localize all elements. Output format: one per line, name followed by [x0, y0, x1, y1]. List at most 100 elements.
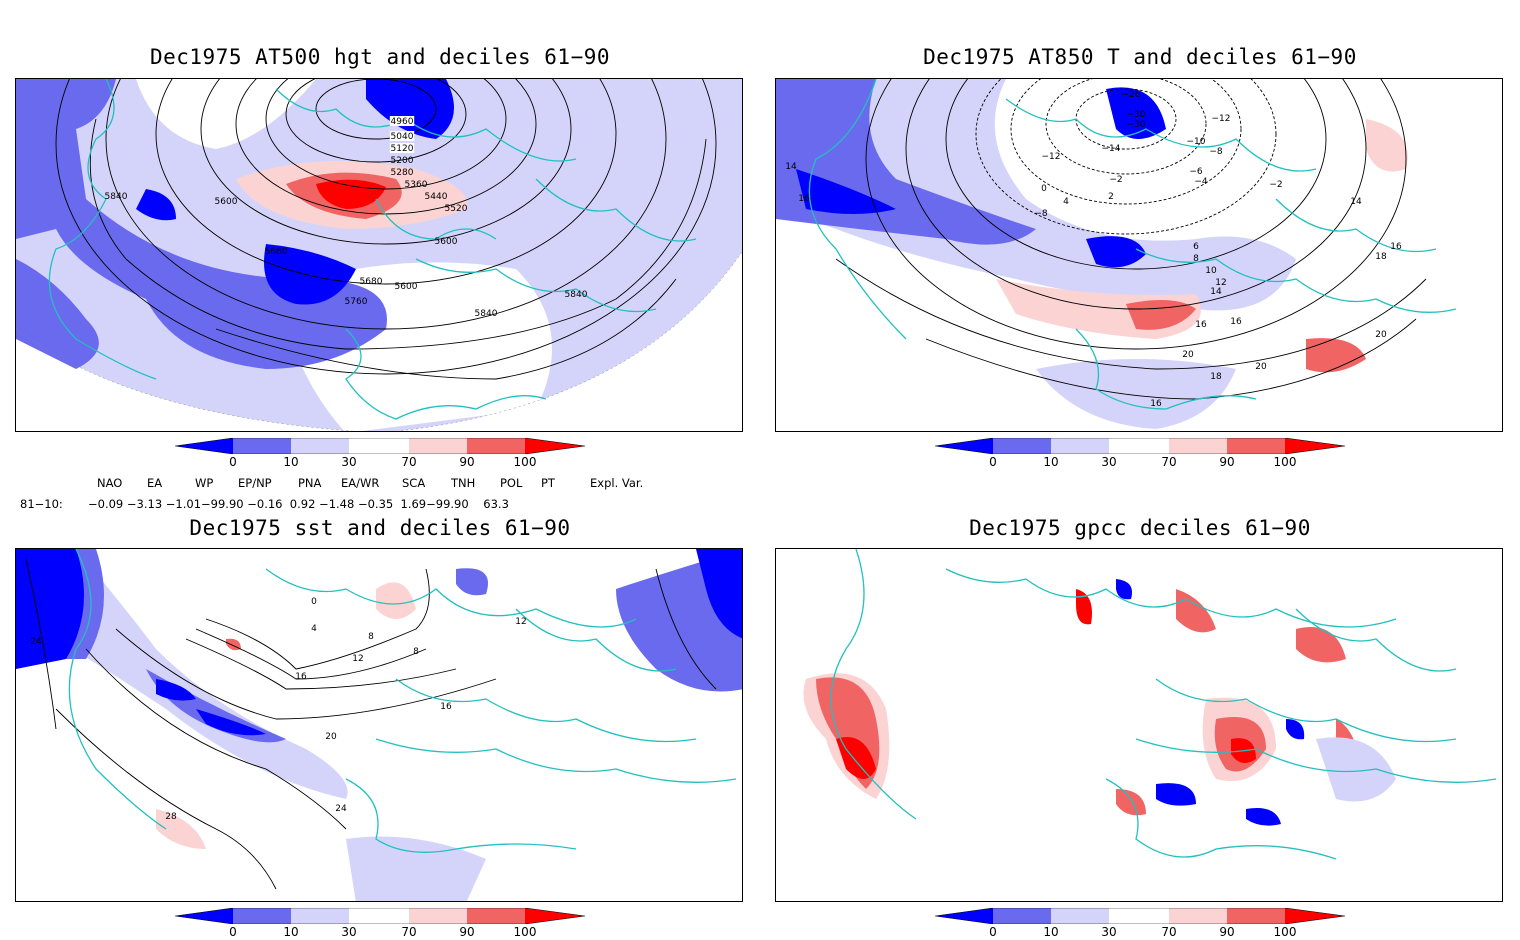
contour-label: 14 [1350, 197, 1362, 207]
index-header-ea: EA [147, 476, 163, 490]
contour-label: 20 [1255, 362, 1267, 372]
deep-blue-area [156, 679, 196, 701]
panel-title-hgt500: Dec1975 AT500 hgt and deciles 61−90 [149, 45, 610, 69]
deep-blue-area [136, 189, 176, 221]
contour-label: 14 [785, 162, 797, 172]
deep-blue-area [264, 244, 356, 305]
contour-label: −14 [1102, 144, 1121, 154]
colorbar-tick: 10 [283, 455, 299, 469]
deep-blue-area [196, 709, 266, 736]
colorbar-gpcc: 0 10 30 70 90 100 [935, 908, 1355, 940]
mid-red-area [1076, 589, 1092, 625]
map-gpcc-canvas [803, 549, 1497, 860]
contour-label: 20 [325, 732, 337, 742]
map-t850-canvas: −26−30−30−12−10−8−6−4 −2−12−14−80−2246810… [776, 79, 1502, 431]
deep-blue-area [1086, 236, 1146, 268]
contour-label: −6 [1189, 167, 1203, 177]
mid-red-area [1126, 300, 1196, 330]
contour-label: 16 [1230, 317, 1242, 327]
colorbar-tick: 0 [229, 455, 237, 469]
deep-red-area [836, 737, 876, 779]
white-area [136, 79, 316, 149]
light-red-area [156, 809, 206, 849]
colorbar-tick: 70 [401, 925, 417, 939]
colorbar-tick: 10 [1043, 455, 1059, 469]
deep-blue-area [1156, 783, 1196, 806]
contour-label: 5600 [435, 237, 458, 247]
mid-blue-area [456, 568, 488, 596]
contour-label: 16 [1195, 320, 1207, 330]
index-header-tnh: TNH [451, 476, 476, 490]
panel-title-gpcc: Dec1975 gpcc deciles 61−90 [969, 516, 1311, 540]
deep-blue-area [1116, 579, 1132, 600]
contour-label: 24 [335, 804, 347, 814]
index-header-nao: NAO [97, 476, 123, 490]
colorbar-tick: 70 [401, 455, 417, 469]
contour-label: 5600 [395, 282, 418, 292]
contour-label: −4 [1194, 177, 1208, 187]
deep-blue-area [696, 549, 742, 639]
mid-red-area [1306, 338, 1366, 373]
contour-label: 16 [295, 672, 307, 682]
contour-label: 28 [165, 812, 177, 822]
index-row-label: 81−10: [20, 497, 63, 511]
deep-blue-area [1286, 719, 1305, 740]
contour-label: −2 [1109, 175, 1122, 185]
contour-label: 14 [1210, 287, 1222, 297]
index-header-eawr: EA/WR [341, 476, 380, 490]
colorbar-tick: 90 [1219, 455, 1235, 469]
contour-label: 5840 [105, 192, 128, 202]
contour-label: 8 [368, 632, 374, 642]
deep-blue-area [366, 79, 454, 139]
map-gpcc [775, 548, 1503, 902]
contour-label: −26 [1122, 90, 1141, 100]
contour-label: 5440 [425, 192, 448, 202]
colorbar-tick: 30 [1101, 455, 1117, 469]
map-hgt500-canvas: 4960 5040 5120 5200 5280 5360 5440 5520 5600 5600… [16, 79, 742, 431]
index-header-epnp: EP/NP [238, 476, 272, 490]
contour-label: 12 [515, 617, 526, 627]
contour-label: 0 [1041, 184, 1047, 194]
colorbar-t850: 0 10 30 70 90 100 [935, 438, 1355, 470]
mid-blue-area [146, 669, 286, 743]
contour-label: 5760 [345, 297, 368, 307]
contour-label: 5200 [391, 156, 414, 166]
contour-label: 16 [440, 702, 452, 712]
light-blue-area [776, 79, 1296, 311]
contour-label: 6 [1193, 242, 1199, 252]
contour-label: 18 [1375, 252, 1387, 262]
colorbar-tick: 70 [1161, 455, 1177, 469]
contour-label: −8 [1034, 209, 1048, 219]
light-blue-area [346, 836, 486, 901]
contour-label: −30 [1127, 110, 1146, 120]
deep-blue-area [1246, 808, 1281, 826]
contour-label: 4 [1063, 197, 1069, 207]
index-header-sca: SCA [402, 476, 426, 490]
deep-blue-area [796, 169, 896, 214]
colorbar-tick: 10 [1043, 925, 1059, 939]
light-blue-area [1036, 359, 1236, 429]
contour-label: 12 [352, 654, 363, 664]
index-header-pol: POL [500, 476, 523, 490]
light-blue-area [1316, 737, 1396, 802]
contour-label: −10 [1187, 137, 1206, 147]
colorbar-tick: 10 [283, 925, 299, 939]
colorbar-tick: 90 [1219, 925, 1235, 939]
index-header-expl-var: Expl. Var. [590, 476, 644, 490]
contour-label: 5040 [391, 132, 414, 142]
colorbar-sst: 0 10 30 70 90 100 [175, 908, 595, 940]
contour-label: 5840 [565, 290, 588, 300]
contour-label: 5280 [391, 168, 414, 178]
contour-label: 5680 [360, 277, 383, 287]
colorbar-tick: 100 [1273, 455, 1297, 469]
colorbar-tick: 90 [459, 455, 475, 469]
colorbar-tick: 30 [341, 455, 357, 469]
contour-label: 2 [1108, 192, 1114, 202]
colorbar-hgt500: 0 10 30 70 90 100 [175, 438, 595, 470]
deep-blue-area [1106, 87, 1166, 139]
contour-label: 16 [1390, 242, 1402, 252]
contour-label: −12 [1042, 152, 1061, 162]
deep-red-area [316, 179, 386, 209]
contour-label: 5120 [391, 144, 414, 154]
colorbar-tick: 100 [1273, 925, 1297, 939]
